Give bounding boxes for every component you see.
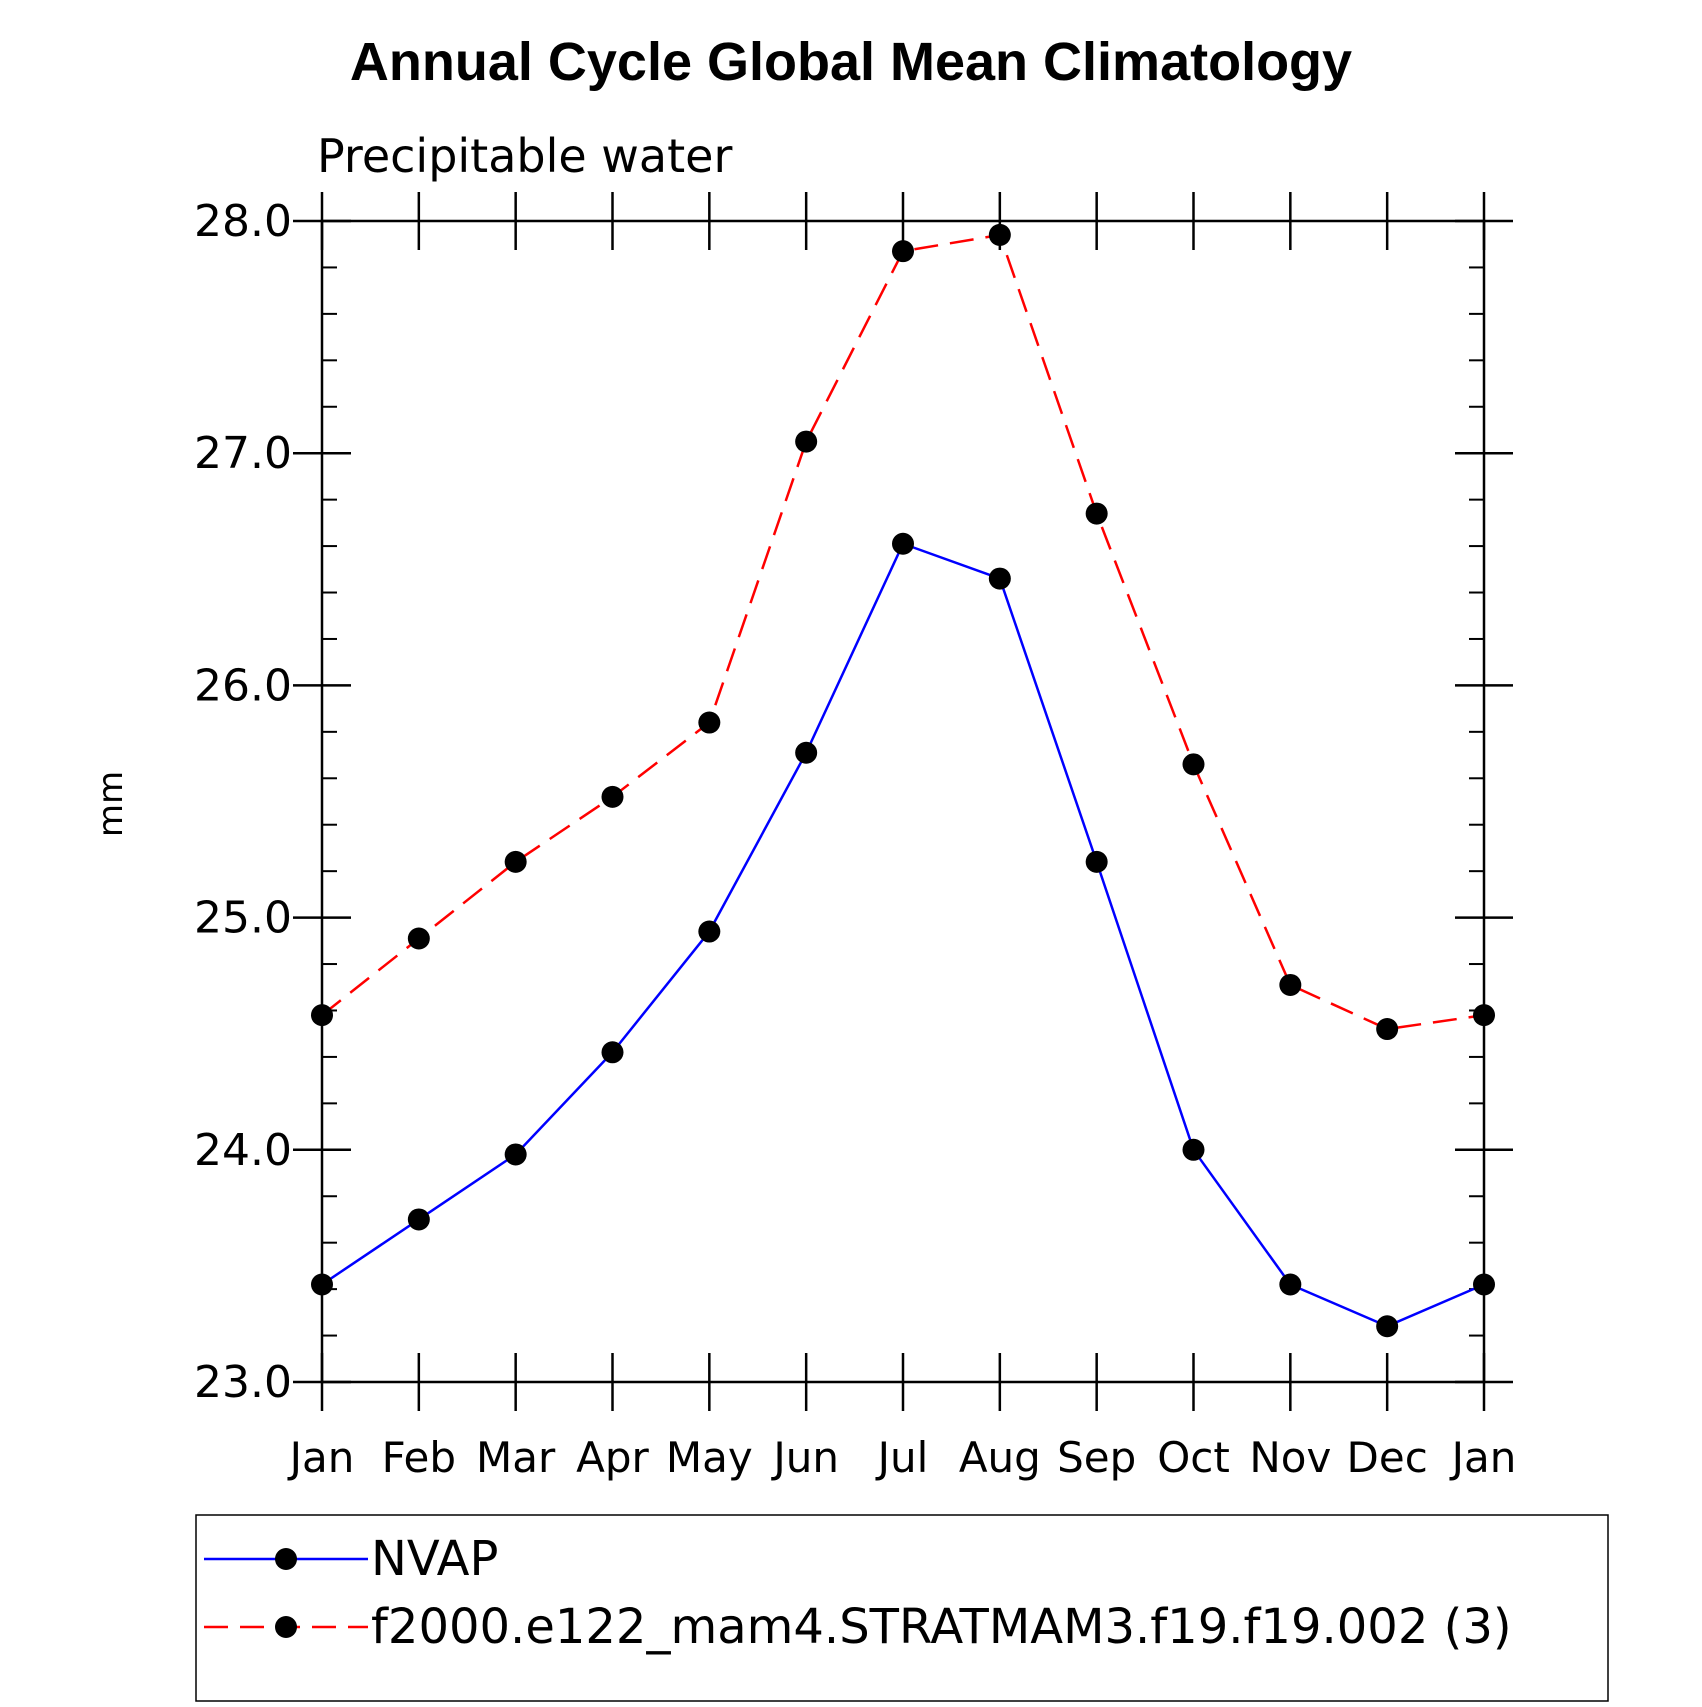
legend-label-model: f2000.e122_mam4.STRATMAM3.f19.f19.002 (3…	[371, 1599, 1512, 1655]
data-point-model	[601, 785, 624, 808]
legend-box	[195, 1514, 1609, 1702]
data-point-model	[892, 240, 914, 263]
chart-subtitle: Precipitable water	[317, 129, 732, 183]
data-point-nvap	[311, 1273, 333, 1296]
x-tick-label: Sep	[1057, 1433, 1136, 1482]
x-tick-label: Jun	[770, 1433, 839, 1482]
legend-marker-model	[275, 1616, 297, 1638]
data-point-model	[407, 927, 430, 950]
data-point-nvap	[601, 1041, 624, 1064]
data-point-nvap	[1085, 850, 1108, 873]
y-tick-label: 23.0	[194, 1357, 292, 1408]
x-tick-label: Jan	[1449, 1433, 1517, 1482]
y-tick-label: 26.0	[194, 660, 292, 711]
data-point-model	[1279, 973, 1302, 996]
data-point-nvap	[1279, 1273, 1302, 1296]
data-point-nvap	[988, 567, 1011, 590]
data-point-nvap	[504, 1143, 527, 1166]
data-point-model	[311, 1004, 333, 1027]
data-point-model	[1473, 1004, 1495, 1027]
x-tick-label: Feb	[382, 1433, 456, 1482]
y-tick-label: 25.0	[194, 893, 292, 944]
data-point-nvap	[698, 920, 721, 943]
x-tick-label: Oct	[1157, 1433, 1230, 1482]
data-point-nvap	[892, 532, 914, 555]
x-axis-ticks	[320, 192, 1486, 1411]
data-point-model	[1085, 502, 1108, 525]
x-axis-tick-labels: Jan Feb Mar Apr May Jun Jul Aug Sep Oct Nov Dec Jan	[287, 1433, 1517, 1482]
chart-title: Annual Cycle Global Mean Climatology	[350, 32, 1352, 92]
x-tick-label: Dec	[1347, 1433, 1428, 1482]
y-axis-tick-labels: 23.0 24.0 25.0 26.0 27.0 28.0	[194, 196, 292, 1408]
data-point-nvap	[1376, 1315, 1399, 1338]
data-point-model	[795, 430, 818, 453]
y-tick-label: 28.0	[194, 196, 292, 247]
x-tick-label: Mar	[476, 1433, 556, 1482]
x-tick-label: Apr	[576, 1433, 649, 1482]
y-axis-ticks	[293, 219, 1513, 1384]
data-point-model	[504, 850, 527, 873]
data-point-model	[988, 223, 1011, 246]
data-point-nvap	[1473, 1273, 1495, 1296]
x-tick-label: Jul	[875, 1433, 929, 1482]
y-tick-label: 24.0	[194, 1125, 292, 1176]
x-tick-label: Nov	[1249, 1433, 1331, 1482]
data-point-nvap	[1182, 1138, 1205, 1161]
y-axis-label: mm	[91, 771, 131, 837]
y-tick-label: 27.0	[194, 428, 292, 479]
series-points	[311, 223, 1495, 1338]
legend: NVAP f2000.e122_mam4.STRATMAM3.f19.f19.0…	[195, 1514, 1609, 1702]
data-point-nvap	[795, 741, 818, 764]
data-point-model	[698, 711, 721, 734]
legend-label-nvap: NVAP	[371, 1531, 498, 1587]
legend-marker-nvap	[275, 1548, 297, 1570]
x-tick-label: Jan	[287, 1433, 355, 1482]
x-tick-label: May	[666, 1433, 753, 1482]
data-point-model	[1182, 753, 1205, 776]
data-point-model	[1376, 1018, 1399, 1041]
x-tick-label: Aug	[959, 1433, 1041, 1482]
data-point-nvap	[407, 1208, 430, 1231]
